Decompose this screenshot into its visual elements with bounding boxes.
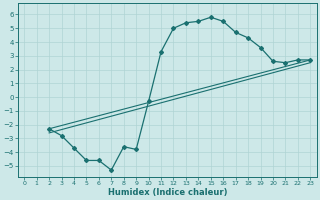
X-axis label: Humidex (Indice chaleur): Humidex (Indice chaleur) [108,188,227,197]
